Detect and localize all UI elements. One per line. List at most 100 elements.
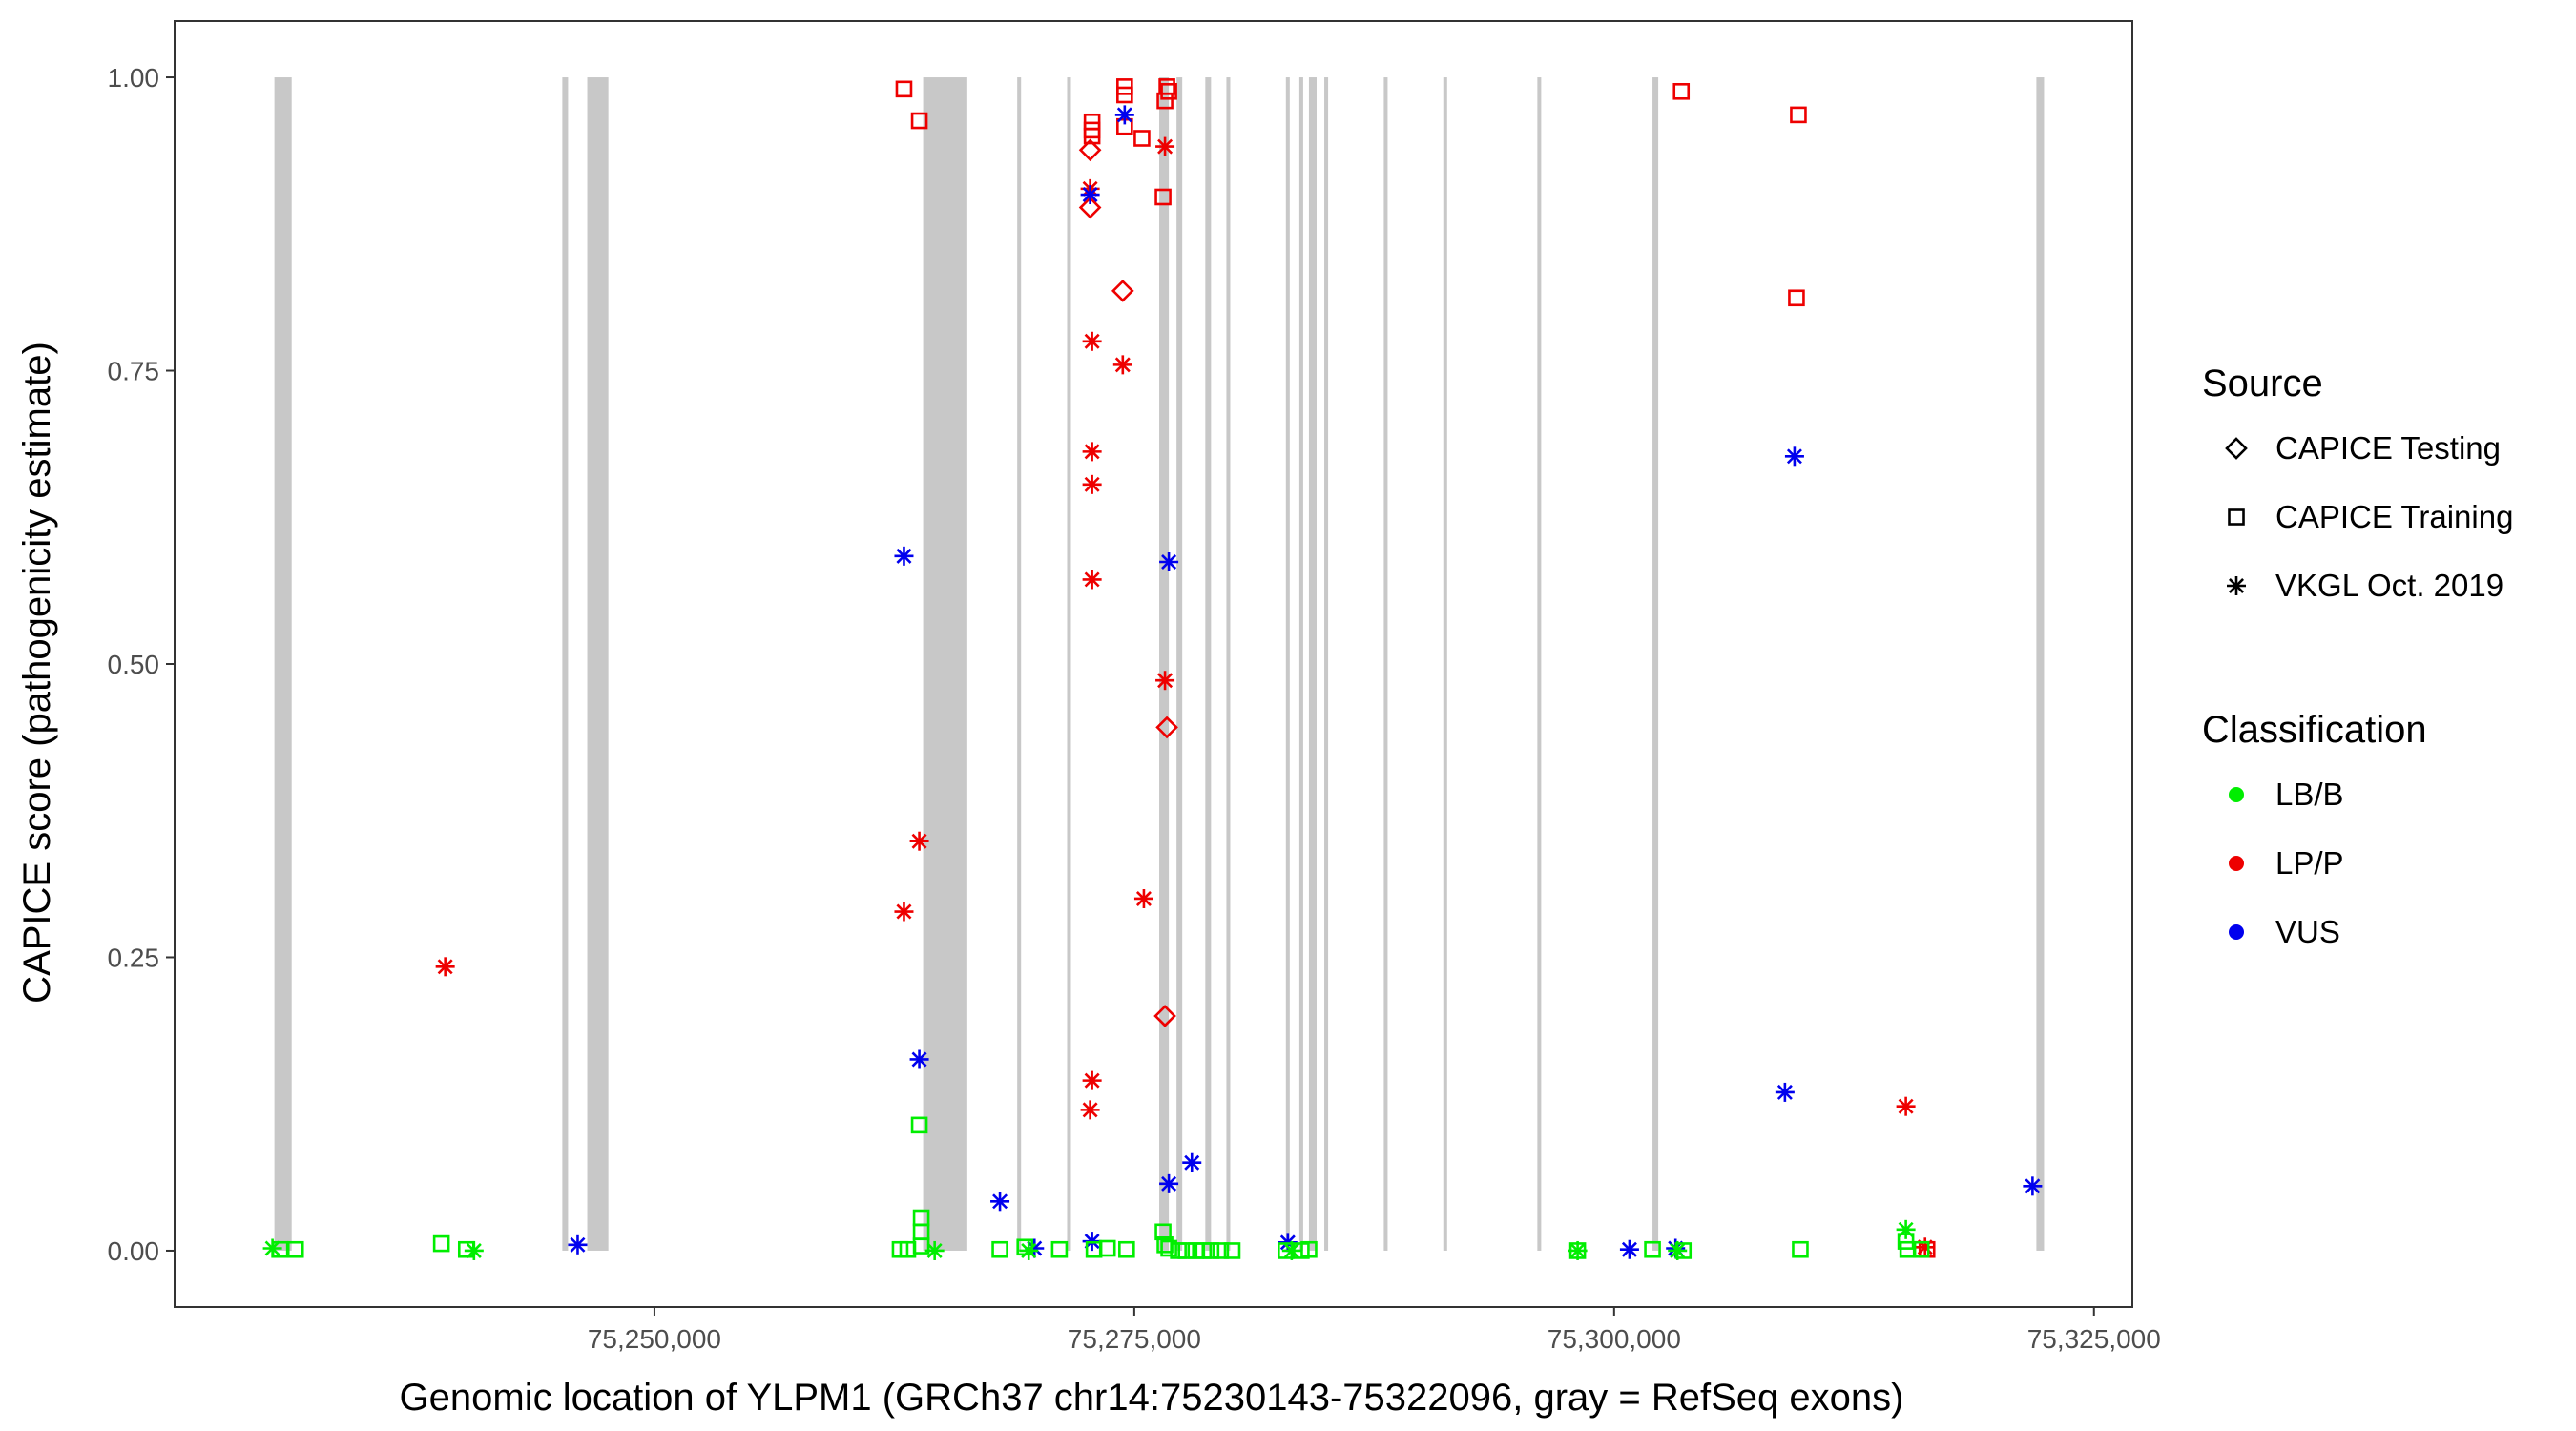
exons-layer — [274, 77, 2045, 1251]
legend-source-keys — [2225, 437, 2248, 595]
data-point — [1082, 474, 1102, 494]
data-point — [1674, 1242, 1693, 1259]
data-point — [1790, 106, 1807, 124]
data-point — [924, 1240, 945, 1260]
data-point — [1784, 446, 1804, 467]
data-point — [568, 1234, 588, 1255]
exon-bar — [1285, 77, 1290, 1251]
data-point — [1050, 1240, 1069, 1258]
data-point — [1775, 1082, 1795, 1102]
data-point — [1159, 551, 1179, 571]
data-point — [2023, 1176, 2043, 1196]
data-point — [1082, 1070, 1102, 1090]
y-tick-label: 1.00 — [108, 63, 160, 93]
exon-bar — [1298, 77, 1303, 1251]
data-point — [286, 1240, 304, 1258]
data-point — [1154, 188, 1172, 206]
legend: Source CAPICE Testing CAPICE Training VK… — [2202, 363, 2513, 949]
legend-source-entry-testing: CAPICE Testing — [2275, 430, 2501, 466]
data-point — [909, 831, 929, 851]
data-point — [1082, 570, 1102, 590]
exon-bar — [923, 77, 967, 1251]
data-point — [1133, 888, 1153, 908]
legend-class-entry-vus: VUS — [2275, 914, 2340, 949]
data-point — [1672, 82, 1691, 100]
exon-bar — [1226, 77, 1231, 1251]
legend-class-entry-lpp: LP/P — [2275, 845, 2344, 881]
data-point — [1155, 136, 1175, 156]
data-point — [1160, 82, 1177, 100]
data-point — [464, 1240, 484, 1260]
x-tick-label: 75,250,000 — [588, 1324, 721, 1354]
exon-bar — [562, 77, 569, 1251]
exon-bar — [1205, 77, 1212, 1251]
data-point — [1792, 1240, 1809, 1258]
x-axis: 75,250,000 75,275,000 75,300,000 75,325,000 — [588, 1307, 2161, 1354]
data-point — [1202, 1242, 1220, 1259]
y-tick-label: 0.00 — [108, 1236, 160, 1266]
x-axis-title: Genomic location of YLPM1 (GRCh37 chr14:… — [400, 1377, 1904, 1419]
data-point — [1281, 1240, 1301, 1260]
data-point — [1912, 1240, 1930, 1258]
data-point — [1788, 289, 1805, 307]
y-axis-title: CAPICE score (pathogenicity estimate) — [16, 342, 58, 1004]
data-point — [1896, 1096, 1916, 1116]
legend-class-keys — [2229, 787, 2244, 940]
data-point — [1156, 92, 1174, 110]
legend-class-entry-lbb: LB/B — [2275, 777, 2344, 812]
data-point — [895, 80, 913, 98]
data-point — [1159, 1173, 1179, 1193]
data-point — [1155, 716, 1178, 739]
data-point — [894, 902, 914, 922]
data-point — [910, 112, 928, 130]
data-point — [1182, 1152, 1202, 1172]
data-point — [1915, 1237, 1935, 1257]
x-tick-label: 75,325,000 — [2027, 1324, 2161, 1354]
exon-bar — [1537, 77, 1542, 1251]
exon-bar — [2036, 77, 2045, 1251]
data-point — [1082, 442, 1102, 462]
data-point — [894, 546, 914, 566]
data-point — [1155, 671, 1175, 691]
data-point — [1118, 1240, 1135, 1258]
exon-bar — [587, 77, 609, 1251]
y-tick-label: 0.50 — [108, 650, 160, 679]
exon-bar — [1159, 77, 1170, 1251]
y-tick-label: 0.25 — [108, 943, 160, 972]
exon-bar — [1308, 77, 1317, 1251]
exon-bar — [1017, 77, 1022, 1251]
exon-bar — [1383, 77, 1388, 1251]
data-point — [1080, 1100, 1100, 1120]
data-point — [1644, 1240, 1661, 1258]
data-point — [1153, 1005, 1176, 1027]
legend-key-dot — [2229, 856, 2244, 871]
data-point — [1082, 331, 1102, 351]
data-point — [1112, 355, 1132, 375]
y-axis: 0.00 0.25 0.50 0.75 1.00 — [108, 63, 175, 1266]
x-tick-label: 75,300,000 — [1548, 1324, 1681, 1354]
data-point — [1019, 1240, 1039, 1260]
exon-bar — [1443, 77, 1447, 1251]
legend-key-dot — [2229, 924, 2244, 940]
exon-bar — [1324, 77, 1329, 1251]
data-point — [1568, 1240, 1588, 1260]
data-point — [1133, 130, 1151, 147]
data-point — [1154, 1223, 1172, 1241]
exon-bar — [1176, 77, 1183, 1251]
data-point — [432, 1234, 450, 1253]
legend-classification-title: Classification — [2202, 709, 2427, 751]
x-tick-label: 75,275,000 — [1068, 1324, 1201, 1354]
data-point — [990, 1192, 1010, 1212]
legend-source-title: Source — [2202, 363, 2323, 404]
data-point — [1619, 1239, 1639, 1259]
data-point — [1111, 280, 1134, 302]
data-point — [435, 957, 455, 977]
data-point — [1212, 1242, 1230, 1259]
data-point — [1300, 1240, 1318, 1258]
data-point — [1160, 1239, 1177, 1257]
exon-bar — [1652, 77, 1659, 1251]
exon-bar — [274, 77, 292, 1251]
data-point — [1177, 1242, 1195, 1259]
exon-bar — [1067, 77, 1071, 1251]
